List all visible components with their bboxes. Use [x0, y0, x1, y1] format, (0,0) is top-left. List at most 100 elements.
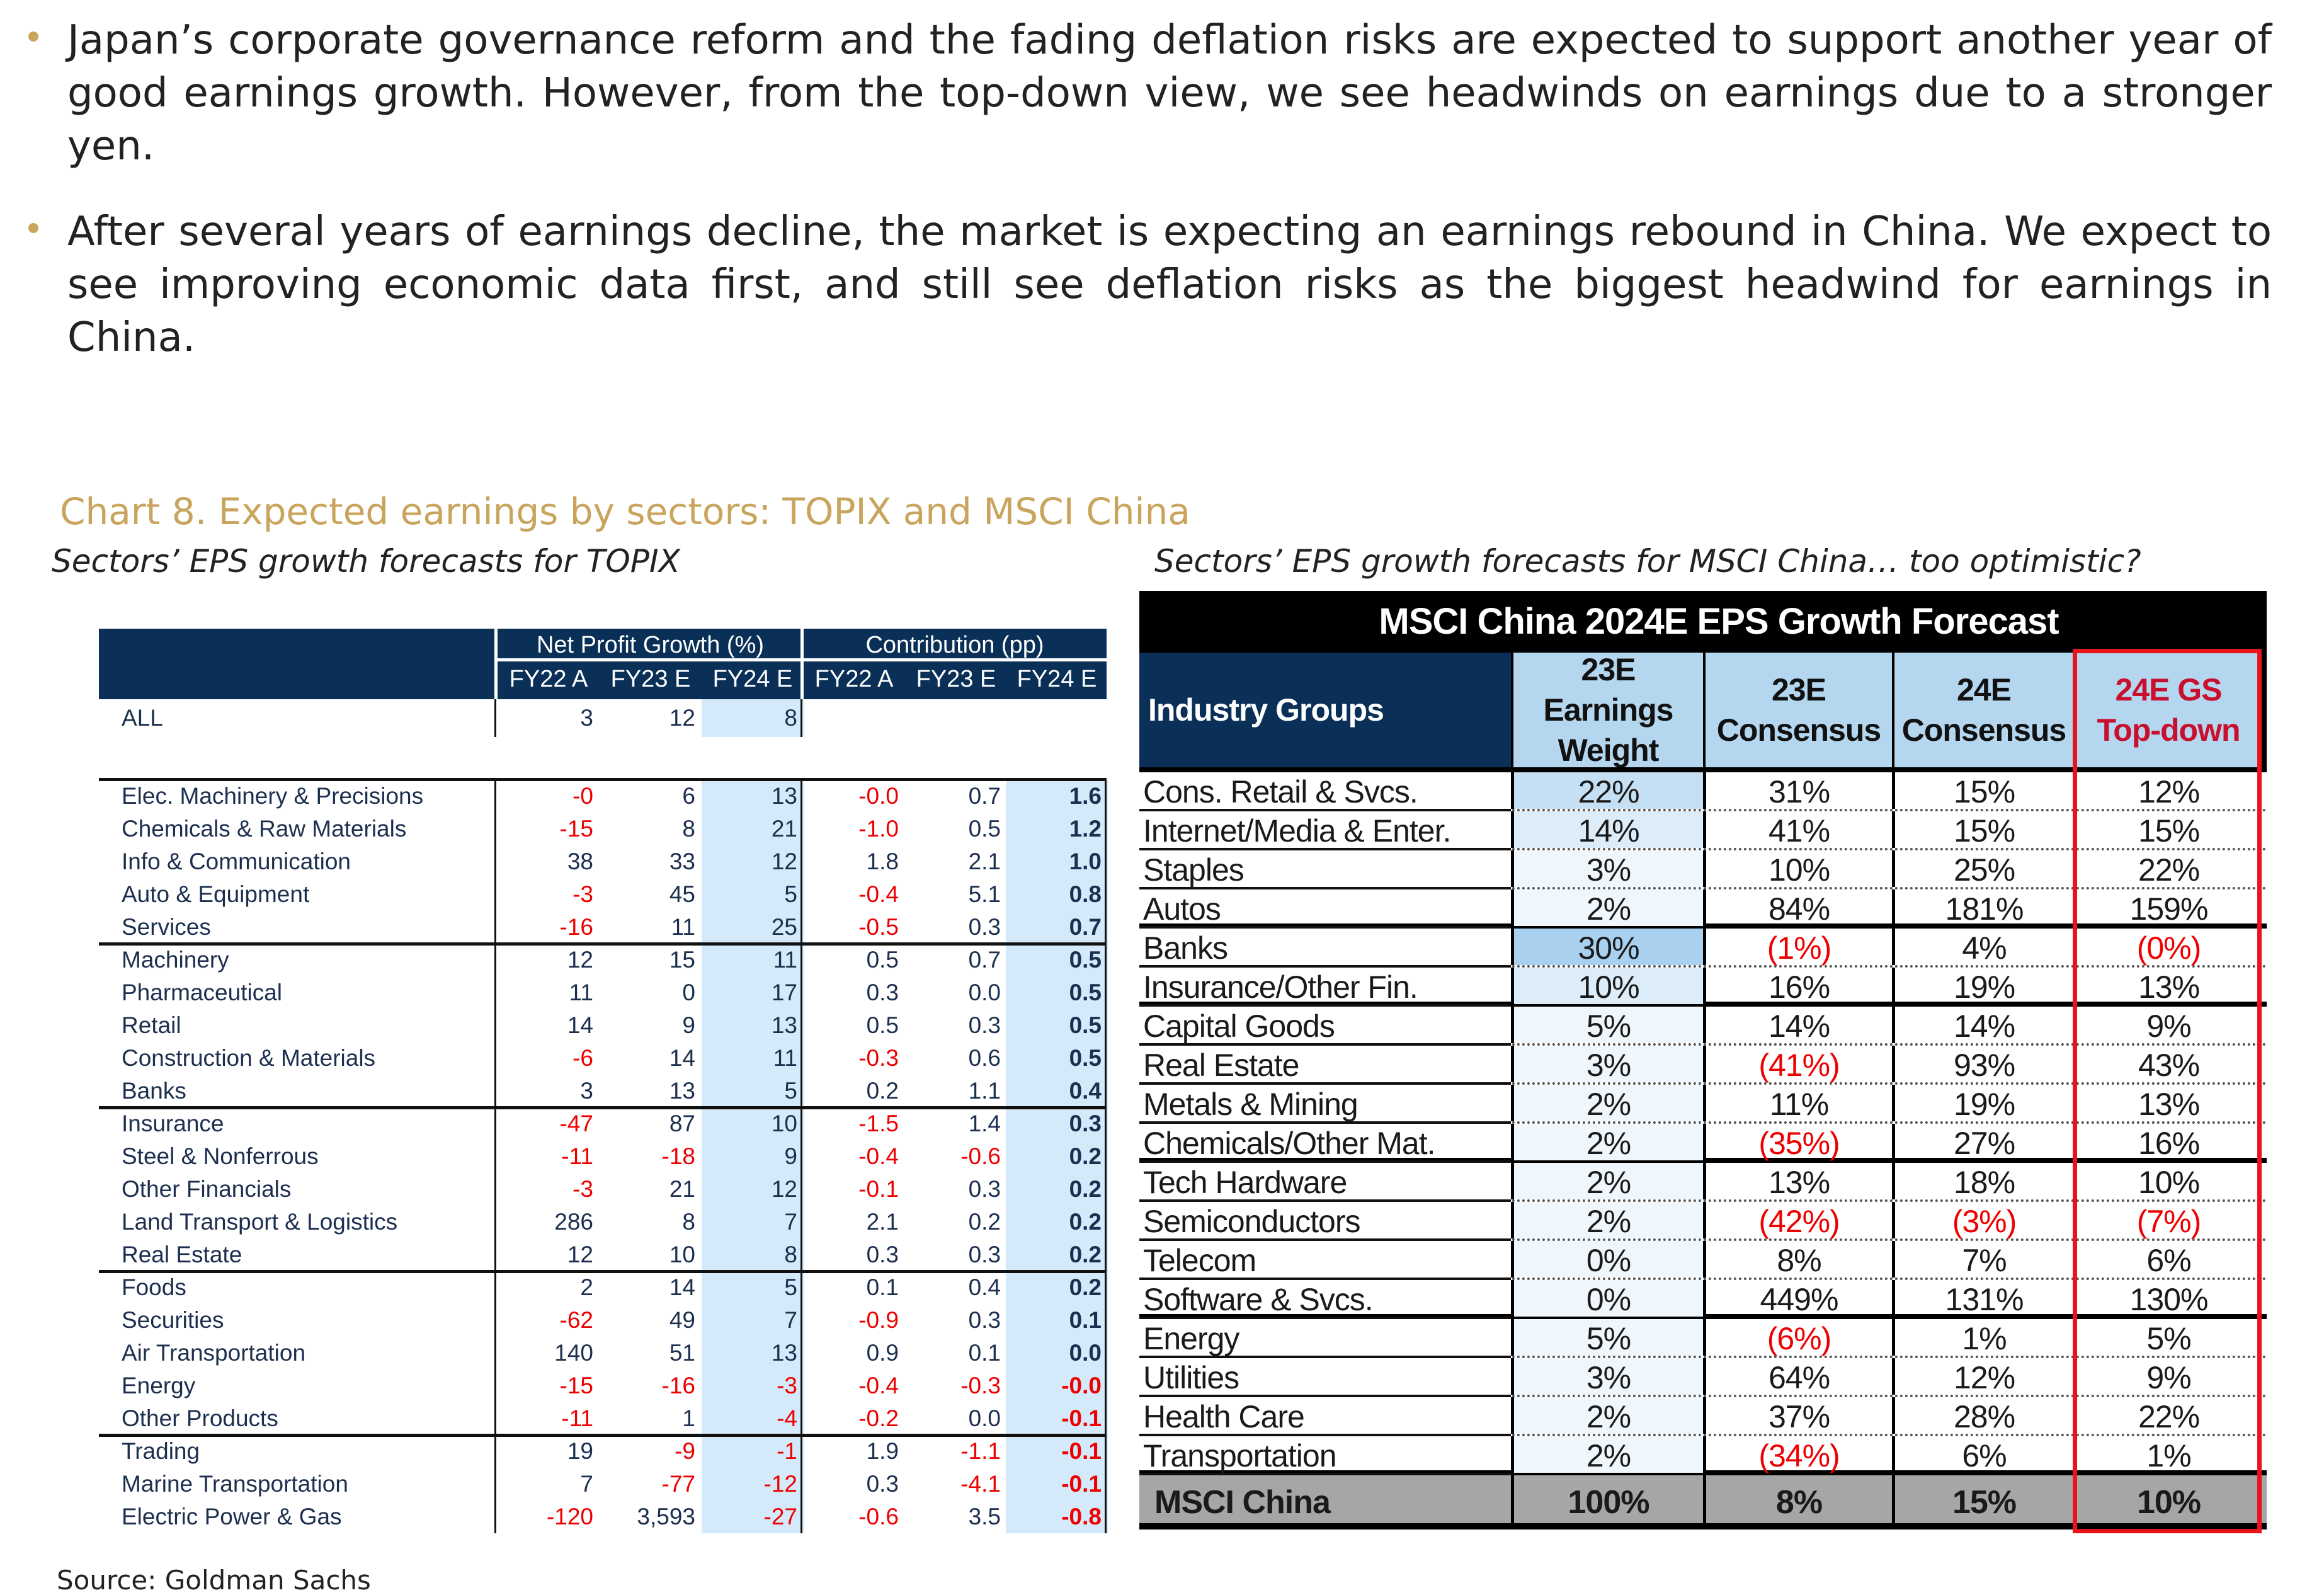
- cell: 27%: [1892, 1124, 2073, 1161]
- row-label: Insurance: [122, 1111, 224, 1136]
- cell: -0.1: [1006, 1402, 1108, 1435]
- table-row: Other Products -11 1 -4 -0.2 0.0 -0.1: [99, 1402, 1108, 1435]
- cell: -1.5: [858, 1111, 899, 1136]
- cell: 130%: [2073, 1280, 2261, 1317]
- table-row: Chemicals & Raw Materials -15 8 21 -1.0 0.5 1.…: [99, 813, 1108, 845]
- cell: 0.3: [866, 1471, 899, 1497]
- cell: (0%): [2073, 929, 2261, 966]
- group-header-growth: Net Profit Growth (%): [498, 629, 803, 661]
- table-row: Capital Goods 5% 14% 14% 9%: [1139, 1007, 2267, 1046]
- cell: 0.2: [1006, 1140, 1108, 1173]
- cell: -11: [561, 1405, 593, 1431]
- table-row: Autos 2% 84% 181% 159%: [1139, 889, 2267, 929]
- row-label: Internet/Media & Enter.: [1139, 811, 1511, 850]
- row-label: Foods: [122, 1274, 186, 1300]
- row-label: Info & Communication: [122, 849, 351, 874]
- cell: 16%: [1703, 968, 1892, 1005]
- cell: 181%: [1892, 889, 2073, 927]
- cell: 0.1: [1006, 1304, 1108, 1337]
- table-row: Land Transport & Logistics 286 8 7 2.1 0.2 0.2: [99, 1206, 1108, 1238]
- cell: 0.8: [1006, 878, 1108, 911]
- cell: -120: [546, 1504, 593, 1529]
- cell: 11: [702, 1042, 804, 1075]
- cell: -3: [702, 1369, 804, 1402]
- cell: 2%: [1511, 1436, 1703, 1473]
- cell: 12%: [2073, 772, 2261, 809]
- divider: [800, 780, 802, 1533]
- table-row: Pharmaceutical 11 0 17 0.3 0.0 0.5: [99, 976, 1108, 1009]
- cell: -0.1: [1006, 1435, 1108, 1468]
- cell: -4: [702, 1402, 804, 1435]
- cell: -0.1: [1006, 1468, 1108, 1501]
- cell: 11%: [1703, 1085, 1892, 1122]
- table-row: Auto & Equipment -3 45 5 -0.4 5.1 0.8: [99, 878, 1108, 911]
- cell: -0.8: [1006, 1501, 1108, 1533]
- cell: 449%: [1703, 1280, 1892, 1317]
- cell: 2%: [1511, 1163, 1703, 1200]
- table-row: Insurance -47 87 10 -1.5 1.4 0.3: [99, 1107, 1108, 1140]
- row-label: Staples: [1139, 850, 1511, 889]
- row-label: Services: [122, 914, 211, 940]
- cell: -77: [661, 1471, 695, 1497]
- bullet-dot-icon: [28, 31, 38, 42]
- column-header-label: 24E Consensus: [1901, 672, 2067, 748]
- row-label: Marine Transportation: [122, 1471, 348, 1497]
- cell: 10: [669, 1242, 695, 1267]
- cell: 0.5: [1006, 1042, 1108, 1075]
- bullet-dot-icon: [28, 223, 38, 233]
- cell: 11: [569, 980, 593, 1005]
- cell: (3%): [1892, 1202, 2073, 1239]
- table-row: Utilities 3% 64% 12% 9%: [1139, 1358, 2267, 1397]
- cell: 140: [554, 1340, 593, 1366]
- cell: 0.6: [968, 1045, 1001, 1071]
- cell: 2%: [1511, 889, 1703, 927]
- cell: 2%: [1511, 1202, 1703, 1239]
- table-row: Metals & Mining 2% 11% 19% 13%: [1139, 1085, 2267, 1124]
- cell: 5: [702, 1075, 804, 1107]
- cell: 7: [702, 1304, 804, 1337]
- topix-table-header: Net Profit Growth (%) Contribution (pp) …: [99, 629, 1107, 699]
- cell: -0.0: [858, 783, 899, 809]
- cell: 0.2: [968, 1209, 1001, 1235]
- cell: 21: [702, 813, 804, 845]
- cell: -4.1: [960, 1471, 1001, 1497]
- cell: -1.1: [960, 1438, 1001, 1464]
- cell: 0.5: [1006, 944, 1108, 976]
- table-row: Machinery 12 15 11 0.5 0.7 0.5: [99, 944, 1108, 976]
- cell: 5: [702, 878, 804, 911]
- cell: 0.2: [1006, 1238, 1108, 1271]
- cell: 2: [580, 1274, 593, 1300]
- cell: 0.5: [866, 1012, 899, 1038]
- cell: -0.6: [960, 1143, 1001, 1169]
- msci-table-title: MSCI China 2024E EPS Growth Forecast: [1139, 591, 2267, 653]
- table-row: Services -16 11 25 -0.5 0.3 0.7: [99, 911, 1108, 944]
- cell: -27: [702, 1501, 804, 1533]
- row-label: Electric Power & Gas: [122, 1504, 342, 1529]
- cell: 21: [669, 1176, 695, 1202]
- cell: -62: [559, 1307, 593, 1333]
- cell: 1.6: [1006, 780, 1108, 813]
- cell: 0.3: [968, 914, 1001, 940]
- table-row: Construction & Materials -6 14 11 -0.3 0.6 0.5: [99, 1042, 1108, 1075]
- subtitle-topix: Sectors’ EPS growth forecasts for TOPIX: [52, 543, 680, 580]
- divider: [1105, 780, 1107, 1533]
- cell: -16: [559, 914, 593, 940]
- cell: 0.3: [968, 1307, 1001, 1333]
- row-label: Transportation: [1139, 1436, 1511, 1475]
- cell: 64%: [1703, 1358, 1892, 1395]
- row-label: Metals & Mining: [1139, 1085, 1511, 1124]
- cell: 14: [567, 1012, 593, 1038]
- cell: -15: [559, 816, 593, 842]
- group-divider: [99, 778, 1107, 781]
- table-row: Semiconductors 2% (42%) (3%) (7%): [1139, 1202, 2267, 1241]
- cell: -16: [661, 1373, 695, 1398]
- cell: 14%: [1511, 811, 1703, 849]
- cell: 13%: [2073, 1085, 2261, 1122]
- cell: 19%: [1892, 1085, 2073, 1122]
- table-row: Retail 14 9 13 0.5 0.3 0.5: [99, 1009, 1108, 1042]
- cell: 8: [702, 699, 804, 737]
- cell: 14: [669, 1045, 695, 1071]
- cell: 25%: [1892, 850, 2073, 888]
- cell: 1.2: [1006, 813, 1108, 845]
- cell: 2%: [1511, 1397, 1703, 1434]
